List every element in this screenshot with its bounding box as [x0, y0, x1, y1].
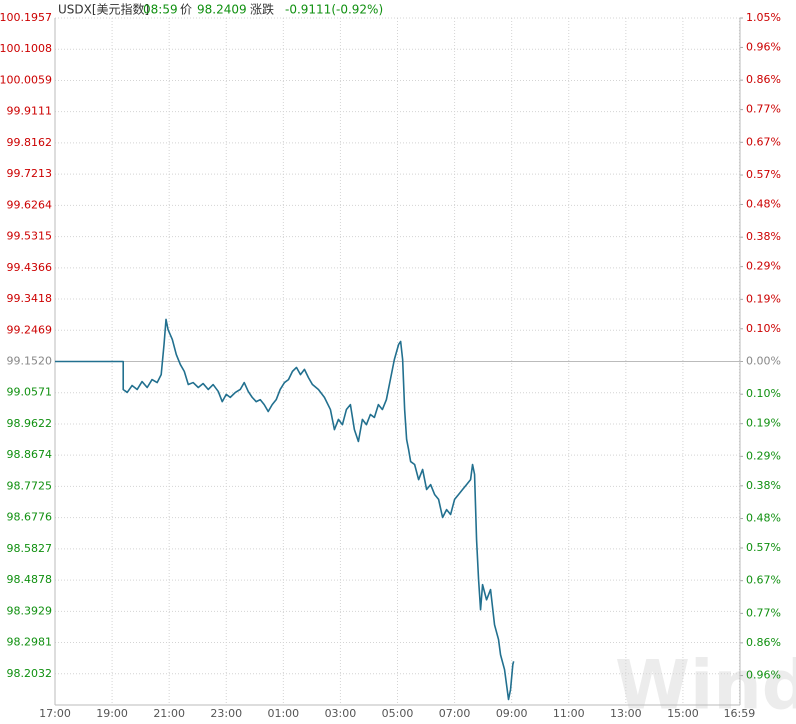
y-tick-label: 98.5827 — [7, 542, 53, 555]
y2-tick-label: 0.86% — [746, 636, 781, 649]
price-label: 价 — [180, 3, 192, 17]
y2-tick-label: 0.10% — [746, 387, 781, 400]
x-tick-label: 11:00 — [553, 707, 585, 720]
y2-tick-label: 0.77% — [746, 103, 781, 116]
y2-tick-label: 0.38% — [746, 230, 781, 243]
change: -0.9111(-0.92%) — [285, 3, 383, 17]
y2-tick-label: 1.05% — [746, 11, 781, 24]
x-tick-label: 23:00 — [210, 707, 242, 720]
y-tick-label: 99.6264 — [7, 198, 53, 211]
y2-tick-label: 0.48% — [746, 197, 781, 210]
x-tick-label: 21:00 — [153, 707, 185, 720]
y2-tick-label: 0.19% — [746, 417, 781, 430]
x-tick-label: 07:00 — [439, 707, 471, 720]
y-tick-label: 99.2469 — [7, 323, 53, 336]
y-tick-label: 99.1520 — [7, 355, 53, 368]
x-tick-label: 16:59 — [724, 707, 756, 720]
y-tick-label: 98.8674 — [7, 448, 53, 461]
x-tick-label: 19:00 — [96, 707, 128, 720]
x-tick-label: 01:00 — [267, 707, 299, 720]
x-tick-label: 15:00 — [667, 707, 699, 720]
y2-tick-label: 0.57% — [746, 541, 781, 554]
y2-tick-label: 0.48% — [746, 512, 781, 525]
y2-tick-label: 0.96% — [746, 40, 781, 53]
y-tick-label: 100.1008 — [0, 42, 52, 55]
y2-tick-label: 0.96% — [746, 669, 781, 682]
y2-tick-label: 0.77% — [746, 606, 781, 619]
x-tick-label: 03:00 — [325, 707, 357, 720]
y2-tick-label: 0.29% — [746, 260, 781, 273]
time: 08:59 — [143, 3, 178, 17]
y2-tick-label: 0.38% — [746, 479, 781, 492]
y-tick-label: 98.9622 — [7, 417, 53, 430]
symbol: USDX[美元指数] — [58, 2, 149, 17]
watermark: Wind — [615, 647, 796, 724]
price-line — [55, 318, 515, 701]
y-tick-label: 98.6776 — [7, 511, 53, 524]
y2-tick-label: 0.19% — [746, 292, 781, 305]
y-tick-label: 99.8162 — [7, 136, 53, 149]
y-tick-label: 99.5315 — [7, 230, 53, 243]
y-tick-label: 98.2981 — [7, 636, 53, 649]
y-tick-label: 99.0571 — [7, 386, 53, 399]
x-tick-label: 05:00 — [382, 707, 414, 720]
y-tick-label: 98.2032 — [7, 667, 53, 680]
y2-tick-label: 0.86% — [746, 73, 781, 86]
y-tick-label: 99.7213 — [7, 167, 53, 180]
y2-tick-label: 0.67% — [746, 574, 781, 587]
x-tick-label: 17:00 — [39, 707, 71, 720]
y2-tick-label: 0.00% — [746, 355, 781, 368]
y-tick-label: 98.7725 — [7, 479, 53, 492]
y-tick-label: 98.4878 — [7, 573, 53, 586]
change-label: 涨跌 — [250, 2, 274, 17]
y-tick-label: 99.9111 — [7, 105, 53, 118]
y-tick-label: 99.4366 — [7, 261, 53, 274]
y2-tick-label: 0.10% — [746, 322, 781, 335]
x-tick-label: 09:00 — [496, 707, 528, 720]
y2-tick-label: 0.57% — [746, 168, 781, 181]
y-tick-label: 98.3929 — [7, 604, 53, 617]
price: 98.2409 — [197, 3, 247, 17]
y-tick-label: 100.0059 — [0, 73, 52, 86]
y-tick-label: 100.1957 — [0, 11, 52, 24]
y2-tick-label: 0.29% — [746, 449, 781, 462]
y2-tick-label: 0.67% — [746, 135, 781, 148]
y-tick-label: 99.3418 — [7, 292, 53, 305]
x-tick-label: 13:00 — [610, 707, 642, 720]
